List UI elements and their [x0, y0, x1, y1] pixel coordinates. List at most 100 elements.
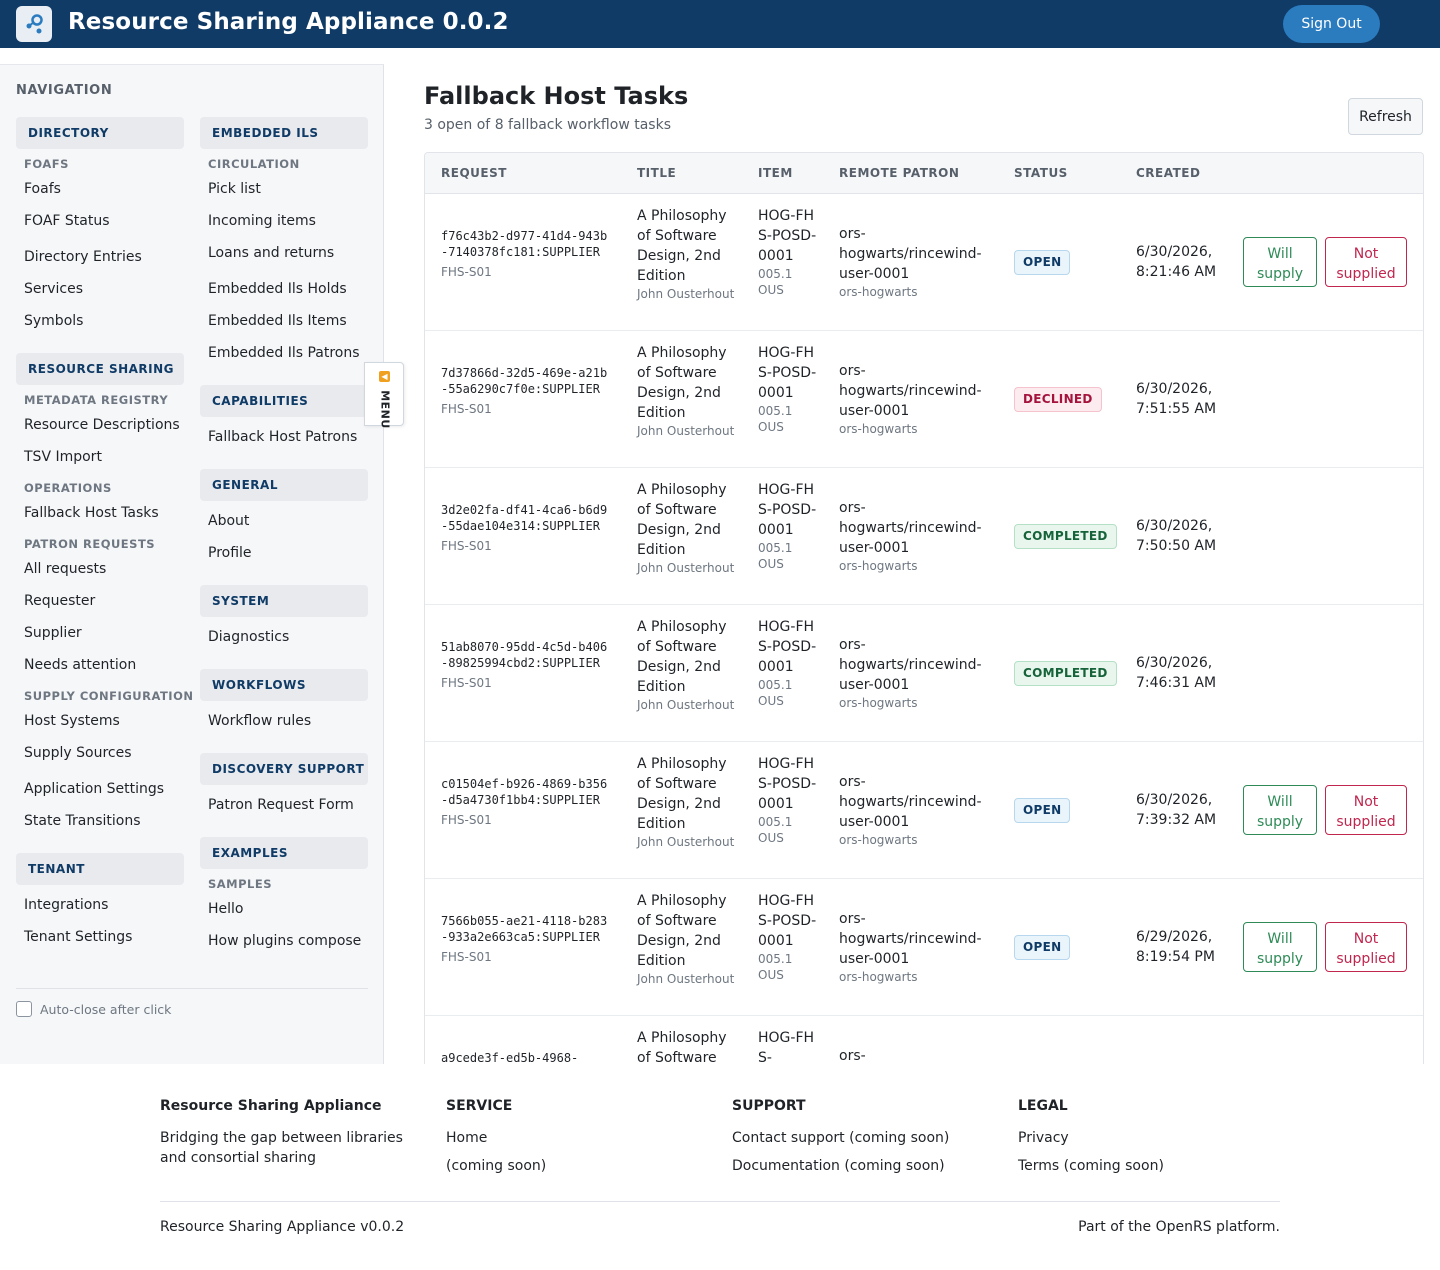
nav-group-examples[interactable]: EXAMPLES [200, 837, 368, 869]
request-id[interactable]: 7566b055-ae21-4118-b283-933a2e663ca5:SUP… [441, 914, 608, 944]
will-supply-button[interactable]: Will supply [1243, 785, 1317, 835]
not-supplied-button[interactable]: Not supplied [1325, 922, 1407, 972]
sidebar-item-embedded-ils-items[interactable]: Embedded Ils Items [208, 313, 347, 329]
footer-link-documentation[interactable]: Documentation (coming soon) [732, 1158, 945, 1174]
fallback-host-code: FHS-S01 [441, 265, 492, 279]
status-badge: OPEN [1014, 935, 1071, 960]
sidebar-item-how-plugins-compose[interactable]: How plugins compose [208, 933, 362, 949]
sidebar-item-supply-sources[interactable]: Supply Sources [24, 745, 132, 761]
footer-tagline: Bridging the gap between libraries and c… [160, 1130, 403, 1166]
nav-group-directory[interactable]: DIRECTORY [16, 117, 184, 149]
footer-version: Resource Sharing Appliance v0.0.2 [160, 1219, 405, 1235]
sidebar-item-fallback-host-patrons[interactable]: Fallback Host Patrons [208, 429, 358, 445]
request-id[interactable]: c01504ef-b926-4869-b356-d5a4730f1bb4:SUP… [441, 777, 608, 807]
fallback-host-code: FHS-S01 [441, 813, 492, 827]
column-header-request[interactable]: REQUEST [441, 166, 507, 180]
request-id[interactable]: 3d2e02fa-df41-4ca6-b6d9-55dae104e314:SUP… [441, 503, 608, 533]
item-author: John Ousterhout [637, 835, 735, 849]
menu-toggle-tab[interactable]: ◀ MENU [364, 362, 404, 429]
sidebar-item-all-requests[interactable]: All requests [24, 561, 107, 577]
sidebar-item-incoming-items[interactable]: Incoming items [208, 213, 316, 229]
item-title: A Philosophy of Software Design, 2nd Edi… [637, 345, 727, 421]
request-id[interactable]: f76c43b2-d977-41d4-943b-7140378fc181:SUP… [441, 229, 608, 259]
column-header-title[interactable]: TITLE [637, 166, 677, 180]
sidebar-item-host-systems[interactable]: Host Systems [24, 713, 120, 729]
table-row: c01504ef-b926-4869-b356-d5a4730f1bb4:SUP… [425, 742, 1423, 879]
refresh-button[interactable]: Refresh [1348, 98, 1423, 135]
item-barcode: HOG-FHS-POSD-0001 [758, 619, 817, 675]
nav-group-embedded-ils[interactable]: EMBEDDED ILS [200, 117, 368, 149]
status-badge: COMPLETED [1014, 524, 1117, 549]
sign-out-button[interactable]: Sign Out [1283, 5, 1380, 43]
request-id[interactable]: 51ab8070-95dd-4c5d-b406-89825994cbd2:SUP… [441, 640, 608, 670]
footer-link-contact-support[interactable]: Contact support (coming soon) [732, 1130, 950, 1146]
request-id[interactable]: a9cede3f-ed5b-4968- [441, 1051, 579, 1064]
sidebar-item-workflow-rules[interactable]: Workflow rules [208, 713, 312, 729]
not-supplied-button[interactable]: Not supplied [1325, 237, 1407, 287]
column-header-status[interactable]: STATUS [1014, 166, 1068, 180]
sidebar-item-integrations[interactable]: Integrations [24, 897, 109, 913]
page-subtitle: 3 open of 8 fallback workflow tasks [424, 117, 671, 133]
sidebar-item-embedded-ils-patrons[interactable]: Embedded Ils Patrons [208, 345, 360, 361]
table-row: 7d37866d-32d5-469e-a21b-55a6290c7f0e:SUP… [425, 331, 1423, 468]
column-header-remote-patron[interactable]: REMOTE PATRON [839, 166, 960, 180]
nav-group-tenant[interactable]: TENANT [16, 853, 184, 885]
sidebar-item-foaf-status[interactable]: FOAF Status [24, 213, 110, 229]
request-id[interactable]: 7d37866d-32d5-469e-a21b-55a6290c7f0e:SUP… [441, 366, 608, 396]
status-badge: OPEN [1014, 250, 1071, 275]
sidebar-item-pick-list[interactable]: Pick list [208, 181, 261, 197]
sidebar-item-application-settings[interactable]: Application Settings [24, 781, 165, 797]
footer-legal-column: LEGAL Privacy Terms (coming soon) [1018, 1098, 1288, 1184]
sidebar-item-tsv-import[interactable]: TSV Import [24, 449, 102, 465]
created-timestamp: 6/30/2026, 7:50:50 AM [1136, 518, 1217, 554]
footer-service-heading: SERVICE [446, 1098, 513, 1114]
item-author: John Ousterhout [637, 561, 735, 575]
sidebar-navigation: NAVIGATION DIRECTORY FOAFS Foafs FOAF Statu… [0, 64, 384, 1064]
will-supply-button[interactable]: Will supply [1243, 237, 1317, 287]
sidebar-item-tenant-settings[interactable]: Tenant Settings [24, 929, 133, 945]
footer-divider [160, 1201, 1280, 1202]
sidebar-item-foafs[interactable]: Foafs [24, 181, 61, 197]
nav-group-resource-sharing[interactable]: RESOURCE SHARING [16, 353, 184, 385]
sidebar-item-embedded-ils-holds[interactable]: Embedded Ils Holds [208, 281, 347, 297]
sidebar-item-state-transitions[interactable]: State Transitions [24, 813, 141, 829]
sidebar-item-supplier[interactable]: Supplier [24, 625, 82, 641]
sidebar-item-hello[interactable]: Hello [208, 901, 244, 917]
footer-link-terms[interactable]: Terms (coming soon) [1018, 1158, 1164, 1174]
sidebar-item-resource-descriptions[interactable]: Resource Descriptions [24, 417, 180, 433]
sidebar-item-needs-attention[interactable]: Needs attention [24, 657, 137, 673]
sidebar-item-diagnostics[interactable]: Diagnostics [208, 629, 290, 645]
sidebar-item-profile[interactable]: Profile [208, 545, 252, 561]
page-title: Fallback Host Tasks [424, 82, 689, 110]
sidebar-item-loans-and-returns[interactable]: Loans and returns [208, 245, 335, 261]
column-header-created[interactable]: CREATED [1136, 166, 1201, 180]
remote-patron: ors- [839, 1048, 866, 1064]
nav-group-discovery-support[interactable]: DISCOVERY SUPPORT [200, 753, 368, 785]
nav-group-capabilities[interactable]: CAPABILITIES [200, 385, 368, 417]
sidebar-item-requester[interactable]: Requester [24, 593, 96, 609]
auto-close-toggle[interactable]: Auto-close after click [16, 1001, 171, 1017]
not-supplied-button[interactable]: Not supplied [1325, 785, 1407, 835]
footer-service-column: SERVICE Home (coming soon) [446, 1098, 716, 1184]
sidebar-item-services[interactable]: Services [24, 281, 84, 297]
will-supply-button[interactable]: Will supply [1243, 922, 1317, 972]
column-header-item[interactable]: ITEM [758, 166, 793, 180]
footer-link-privacy[interactable]: Privacy [1018, 1130, 1069, 1146]
nav-group-workflows[interactable]: WORKFLOWS [200, 669, 368, 701]
app-logo-icon[interactable] [16, 6, 52, 42]
sidebar-item-about[interactable]: About [208, 513, 250, 529]
sidebar-item-directory-entries[interactable]: Directory Entries [24, 249, 142, 265]
item-title: A Philosophy of Software Design, 2nd Edi… [637, 893, 727, 969]
item-title: A Philosophy of Software Design, 2nd Edi… [637, 208, 727, 284]
footer-link-home[interactable]: Home [446, 1130, 488, 1146]
sidebar-item-patron-request-form[interactable]: Patron Request Form [208, 797, 354, 813]
table-row: 3d2e02fa-df41-4ca6-b6d9-55dae104e314:SUP… [425, 468, 1423, 605]
sidebar-item-symbols[interactable]: Symbols [24, 313, 84, 329]
fallback-host-code: FHS-S01 [441, 676, 492, 690]
sidebar-item-fallback-host-tasks[interactable]: Fallback Host Tasks [24, 505, 159, 521]
footer-link-coming-soon[interactable]: (coming soon) [446, 1158, 547, 1174]
nav-group-system[interactable]: SYSTEM [200, 585, 368, 617]
fallback-host-code: FHS-S01 [441, 402, 492, 416]
auto-close-checkbox[interactable] [16, 1001, 32, 1017]
nav-group-general[interactable]: GENERAL [200, 469, 368, 501]
